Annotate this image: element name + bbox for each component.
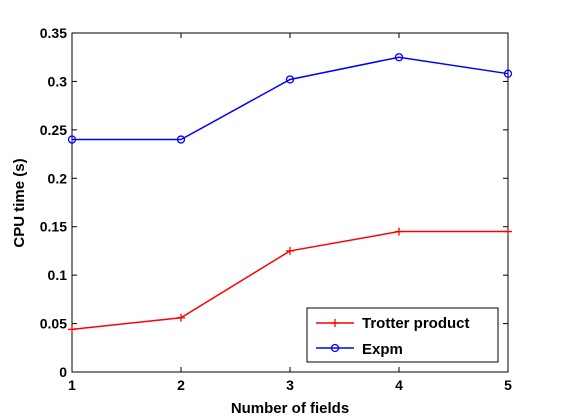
x-axis-label: Number of fields [231, 400, 349, 417]
series-line-expm [72, 56, 509, 141]
data-point-trotter-product [68, 325, 76, 334]
legend-box [306, 307, 499, 363]
y-tick-label: 0 [59, 364, 67, 380]
legend: Trotter product Expm [306, 307, 499, 363]
legend-marker-expm [330, 343, 340, 353]
data-point-expm [67, 135, 77, 144]
data-point-expm [285, 75, 295, 84]
y-tick-label: 0.35 [40, 25, 67, 41]
y-tick-label: 0.15 [40, 219, 67, 235]
ticks-layer: 1 2 3 4 5 0 0.05 0.1 0.15 0.2 0.25 0.3 0.35 [40, 25, 512, 393]
legend-label-expm: Expm [362, 341, 403, 358]
x-tick-label: 1 [68, 377, 76, 393]
legend-marker-trotter [331, 319, 339, 327]
x-tick-label: 3 [286, 377, 294, 393]
legend-marker-symbol [331, 319, 339, 327]
legend-label-trotter: Trotter product [362, 315, 470, 332]
y-axis-label: CPU time (s) [11, 158, 28, 247]
data-point-trotter-product [395, 227, 403, 236]
data-point-expm [176, 135, 186, 144]
y-tick-label: 0.1 [48, 267, 68, 283]
x-tick-label: 4 [395, 377, 403, 393]
y-tick-label: 0.2 [48, 170, 68, 186]
y-tick-label: 0.3 [48, 73, 68, 89]
data-point-expm [394, 53, 404, 62]
y-tick-label: 0.05 [40, 316, 67, 332]
x-tick-label: 5 [504, 377, 512, 393]
series-layer [67, 53, 513, 334]
data-point-expm [503, 69, 513, 78]
legend-marker-symbol [330, 343, 340, 353]
data-point-trotter-product [504, 227, 512, 236]
data-point-trotter-product [286, 246, 294, 255]
y-tick-label: 0.25 [40, 122, 67, 138]
x-tick-label: 2 [177, 377, 185, 393]
data-point-trotter-product [177, 313, 185, 322]
